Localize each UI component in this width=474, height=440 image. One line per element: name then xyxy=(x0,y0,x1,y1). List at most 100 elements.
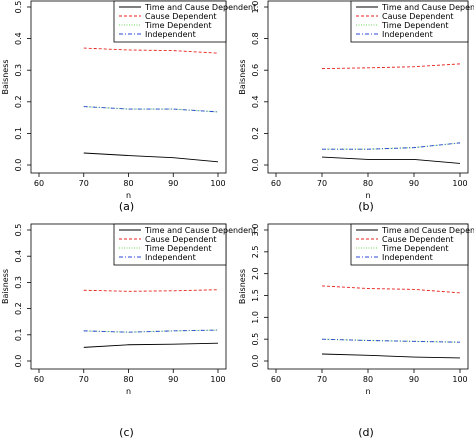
y-tick-label: 0.0 xyxy=(251,355,260,368)
x-tick-label: 60 xyxy=(34,375,44,384)
x-tick-label: 90 xyxy=(168,375,178,384)
y-axis-title: Baisness xyxy=(238,269,247,304)
x-tick-label: 80 xyxy=(363,179,373,188)
x-tick-label: 80 xyxy=(123,375,133,384)
y-tick-label: 0.1 xyxy=(14,127,23,140)
x-axis-title: n xyxy=(365,191,370,200)
legend-box xyxy=(113,223,227,266)
y-tick-label: 0.3 xyxy=(14,64,23,77)
y-tick-label: 1.0 xyxy=(251,1,260,14)
series-line-independent xyxy=(322,142,461,150)
legend-label-independent: Independent xyxy=(145,30,196,39)
panel-caption: (d) xyxy=(358,426,374,439)
legend-label-independent: Independent xyxy=(382,30,433,39)
series-line-independent xyxy=(321,338,461,343)
y-axis-title: Baisness xyxy=(1,59,10,94)
x-tick-label: 70 xyxy=(79,375,89,384)
y-tick-label: 2.5 xyxy=(251,245,260,258)
legend-label-time-and-cause-dependent: Time and Cause Dependent xyxy=(381,226,474,235)
panel-caption: (b) xyxy=(358,200,374,213)
chart-panel-2: 60 70 80 90 100 n 0.0 0.2 0.4 0.6 0.8 1.0 Baisness Ti… xyxy=(238,0,474,200)
y-tick-label: 3.0 xyxy=(251,224,260,237)
y-tick-label: 1.0 xyxy=(251,311,260,324)
x-tick-label: 100 xyxy=(452,375,467,384)
series-line-time-and-cause-dependent xyxy=(321,156,461,164)
y-tick-label: 0.5 xyxy=(14,224,23,237)
x-axis: 60 70 80 90 100 xyxy=(271,173,468,188)
y-tick-label: 0.5 xyxy=(14,1,23,14)
x-tick-label: 90 xyxy=(168,179,178,188)
y-tick-label: 0.2 xyxy=(251,127,260,140)
y-tick-label: 0.6 xyxy=(251,64,260,77)
x-tick-label: 70 xyxy=(317,375,327,384)
series-lines xyxy=(83,47,219,163)
x-tick-label: 60 xyxy=(34,179,44,188)
chart-panel-3: 60 70 80 90 100 n 0.0 0.1 0.2 0.3 0.4 0.5 Baisness Ti… xyxy=(1,223,256,396)
y-axis-title: Baisness xyxy=(238,59,247,94)
legend-label-cause-dependent: Cause Dependent xyxy=(145,12,217,21)
series-line-cause-dependent xyxy=(83,47,219,54)
panel-caption: (c) xyxy=(119,426,134,439)
y-axis: 0.0 0.2 0.4 0.6 0.8 1.0 xyxy=(251,1,268,172)
legend-box xyxy=(113,0,227,43)
x-tick-label: 70 xyxy=(79,179,89,188)
legend-label-cause-dependent: Cause Dependent xyxy=(382,235,454,244)
series-line-time-and-cause-dependent xyxy=(83,152,219,163)
x-tick-label: 100 xyxy=(210,375,225,384)
y-tick-label: 0.4 xyxy=(14,250,23,263)
x-axis-title: n xyxy=(365,387,370,396)
series-line-independent xyxy=(83,106,219,113)
series-lines xyxy=(321,63,461,164)
legend-label-time-and-cause-dependent: Time and Cause Dependent xyxy=(144,3,256,12)
series-line-time-and-cause-dependent xyxy=(321,353,461,359)
legend-label-cause-dependent: Cause Dependent xyxy=(382,12,454,21)
y-tick-label: 0.2 xyxy=(14,302,23,315)
x-tick-label: 90 xyxy=(409,375,419,384)
y-tick-label: 0.8 xyxy=(251,32,260,45)
y-tick-label: 0.0 xyxy=(251,159,260,172)
y-tick-label: 0.3 xyxy=(14,276,23,289)
x-tick-label: 100 xyxy=(452,179,467,188)
legend-label-time-dependent: Time Dependent xyxy=(381,244,448,253)
y-axis: 0.0 0.1 0.2 0.3 0.4 0.5 xyxy=(14,1,31,172)
y-axis: 0.0 0.5 1.0 1.5 2.0 2.5 3.0 xyxy=(251,224,268,368)
x-axis-title: n xyxy=(126,387,131,396)
legend-box xyxy=(350,223,469,266)
x-tick-label: 80 xyxy=(123,179,133,188)
series-line-cause-dependent xyxy=(83,289,219,292)
series-line-time-and-cause-dependent xyxy=(83,342,219,348)
series-line-time-dependent xyxy=(321,338,461,343)
legend-label-time-and-cause-dependent: Time and Cause Dependent xyxy=(144,226,256,235)
series-line-cause-dependent xyxy=(321,285,461,294)
y-axis-title: Baisness xyxy=(1,269,10,304)
panel-caption: (a) xyxy=(119,200,134,213)
series-lines xyxy=(321,285,461,359)
x-axis-title: n xyxy=(126,191,131,200)
legend-label-time-and-cause-dependent: Time and Cause Dependent xyxy=(381,3,474,12)
legend-label-time-dependent: Time Dependent xyxy=(381,21,448,30)
x-tick-label: 60 xyxy=(271,179,281,188)
legend-label-independent: Independent xyxy=(145,253,196,262)
legend-label-time-dependent: Time Dependent xyxy=(144,21,211,30)
x-tick-label: 90 xyxy=(409,179,419,188)
x-tick-label: 80 xyxy=(363,375,373,384)
y-tick-label: 0.1 xyxy=(14,328,23,341)
series-line-independent xyxy=(83,329,219,333)
y-axis: 0.0 0.1 0.2 0.3 0.4 0.5 xyxy=(14,224,31,367)
x-axis: 60 70 80 90 100 xyxy=(34,369,226,384)
x-tick-label: 70 xyxy=(317,179,327,188)
series-line-time-dependent xyxy=(322,142,461,150)
y-tick-label: 0.2 xyxy=(14,95,23,108)
series-line-cause-dependent xyxy=(321,63,461,70)
y-tick-label: 2.0 xyxy=(251,267,260,280)
y-tick-label: 0.5 xyxy=(251,333,260,346)
y-tick-label: 0.0 xyxy=(14,159,23,172)
series-lines xyxy=(83,289,219,348)
x-axis: 60 70 80 90 100 xyxy=(271,369,468,384)
chart-panel-1: 60 70 80 90 100 n 0.0 0.1 0.2 0.3 0.4 0.5 Baisness Ti… xyxy=(1,0,256,200)
